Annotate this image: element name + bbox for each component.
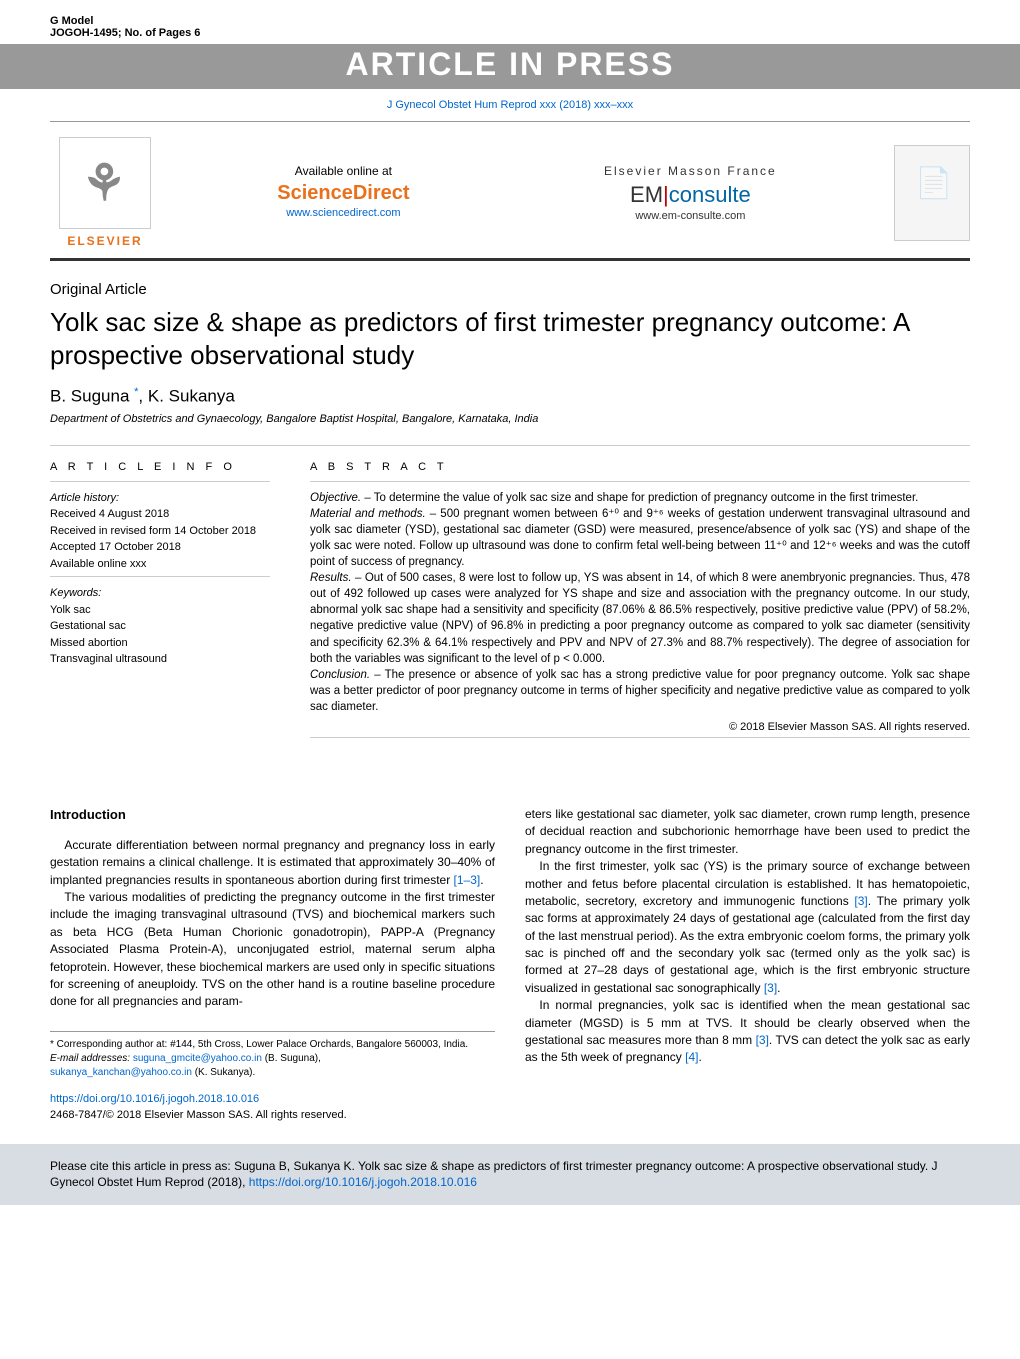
- abs-methods-label: Material and methods. –: [310, 508, 436, 520]
- abs-conclusion: The presence or absence of yolk sac has …: [310, 669, 970, 713]
- citation-box: Please cite this article in press as: Su…: [0, 1144, 1020, 1206]
- elsevier-masson-label: Elsevier Masson France: [604, 164, 777, 178]
- email-label: E-mail addresses:: [50, 1053, 133, 1064]
- email-footnote: E-mail addresses: suguna_gmcite@yahoo.co…: [50, 1052, 495, 1080]
- body-columns: Introduction Accurate differentiation be…: [50, 806, 970, 1124]
- em-prefix: EM: [630, 182, 663, 207]
- history-online: Available online xxx: [50, 556, 270, 573]
- right-column: eters like gestational sac diameter, yol…: [525, 806, 970, 1124]
- available-online-label: Available online at: [277, 164, 409, 178]
- body-paragraph: eters like gestational sac diameter, yol…: [525, 806, 970, 858]
- sciencedirect-brand: ScienceDirect: [277, 182, 409, 205]
- journal-cover-thumb: [894, 145, 970, 241]
- cite-doi-link[interactable]: https://doi.org/10.1016/j.jogoh.2018.10.…: [249, 1175, 477, 1189]
- body-paragraph: Accurate differentiation between normal …: [50, 837, 495, 889]
- introduction-heading: Introduction: [50, 806, 495, 825]
- abstract-text: Objective. – To determine the value of y…: [310, 490, 970, 715]
- email-who-1: (B. Suguna),: [262, 1053, 321, 1064]
- abs-results-label: Results. –: [310, 572, 361, 584]
- left-column: Introduction Accurate differentiation be…: [50, 806, 495, 1124]
- masthead-rule: [50, 258, 970, 261]
- article-info-column: A R T I C L E I N F O Article history: R…: [50, 461, 270, 746]
- author-1: B. Suguna: [50, 387, 129, 406]
- email-link-1[interactable]: suguna_gmcite@yahoo.co.in: [133, 1053, 262, 1064]
- emconsulte-brand: EM|consulte: [604, 182, 777, 208]
- keyword: Transvaginal ultrasound: [50, 651, 270, 668]
- doi-copyright: 2468-7847/© 2018 Elsevier Masson SAS. Al…: [50, 1109, 347, 1121]
- citation-link[interactable]: [1–3]: [454, 873, 481, 887]
- abs-results: Out of 500 cases, 8 were lost to follow …: [310, 572, 970, 664]
- email-who-2: (K. Sukanya).: [192, 1067, 255, 1078]
- journal-reference[interactable]: J Gynecol Obstet Hum Reprod xxx (2018) x…: [50, 89, 970, 121]
- keyword: Gestational sac: [50, 618, 270, 635]
- abs-conclusion-label: Conclusion. –: [310, 669, 381, 681]
- citation-link[interactable]: [3]: [764, 981, 777, 995]
- abs-objective-label: Objective. –: [310, 492, 371, 504]
- abstract-head: A B S T R A C T: [310, 461, 970, 473]
- elsevier-logo: ⚘ ELSEVIER: [50, 137, 160, 248]
- article-title: Yolk sac size & shape as predictors of f…: [50, 306, 970, 371]
- affiliation: Department of Obstetrics and Gynaecology…: [50, 413, 970, 425]
- abstract-column: A B S T R A C T Objective. – To determin…: [310, 461, 970, 746]
- elsevier-text: ELSEVIER: [50, 234, 160, 248]
- sciencedirect-url[interactable]: www.sciencedirect.com: [277, 207, 409, 219]
- citation-link[interactable]: [3]: [756, 1033, 769, 1047]
- corresponding-footnote: * Corresponding author at: #144, 5th Cro…: [50, 1038, 495, 1052]
- g-model-code: JOGOH-1495; No. of Pages 6: [50, 27, 200, 39]
- g-model-label: G Model: [50, 15, 200, 27]
- doi-block: https://doi.org/10.1016/j.jogoh.2018.10.…: [50, 1092, 495, 1124]
- body-paragraph: In normal pregnancies, yolk sac is ident…: [525, 997, 970, 1067]
- keywords-block: Keywords: Yolk sac Gestational sac Misse…: [50, 585, 270, 668]
- abstract-copyright: © 2018 Elsevier Masson SAS. All rights r…: [310, 721, 970, 733]
- corresponding-mark[interactable]: *: [134, 386, 138, 398]
- keyword: Missed abortion: [50, 635, 270, 652]
- article-in-press-banner: ARTICLE IN PRESS: [0, 44, 1020, 89]
- author-2: K. Sukanya: [148, 387, 235, 406]
- em-suffix: consulte: [669, 182, 751, 207]
- body-paragraph: The various modalities of predicting the…: [50, 889, 495, 1011]
- cite-text: Please cite this article in press as: Su…: [50, 1159, 938, 1190]
- emconsulte-url[interactable]: www.em-consulte.com: [604, 210, 777, 222]
- authors: B. Suguna *, K. Sukanya: [50, 386, 970, 407]
- footnotes: * Corresponding author at: #144, 5th Cro…: [50, 1031, 495, 1080]
- history-received: Received 4 August 2018: [50, 506, 270, 523]
- article-info-head: A R T I C L E I N F O: [50, 461, 270, 473]
- sciencedirect-block: Available online at ScienceDirect www.sc…: [277, 164, 409, 222]
- citation-link[interactable]: [3]: [854, 894, 867, 908]
- history-label: Article history:: [50, 490, 270, 507]
- article-type: Original Article: [50, 281, 970, 298]
- history-accepted: Accepted 17 October 2018: [50, 539, 270, 556]
- masthead: ⚘ ELSEVIER Available online at ScienceDi…: [50, 121, 970, 258]
- citation-link[interactable]: [4]: [685, 1050, 698, 1064]
- abs-objective: To determine the value of yolk sac size …: [371, 492, 919, 504]
- keyword: Yolk sac: [50, 602, 270, 619]
- keywords-label: Keywords:: [50, 585, 270, 602]
- history-revised: Received in revised form 14 October 2018: [50, 523, 270, 540]
- elsevier-tree-icon: ⚘: [59, 137, 151, 229]
- doi-link[interactable]: https://doi.org/10.1016/j.jogoh.2018.10.…: [50, 1093, 259, 1105]
- email-link-2[interactable]: sukanya_kanchan@yahoo.co.in: [50, 1067, 192, 1078]
- article-history: Article history: Received 4 August 2018 …: [50, 490, 270, 573]
- abstract-bottom-rule: [310, 737, 970, 738]
- body-paragraph: In the first trimester, yolk sac (YS) is…: [525, 858, 970, 997]
- running-header: G Model JOGOH-1495; No. of Pages 6: [50, 10, 970, 44]
- emconsulte-block: Elsevier Masson France EM|consulte www.e…: [604, 164, 777, 222]
